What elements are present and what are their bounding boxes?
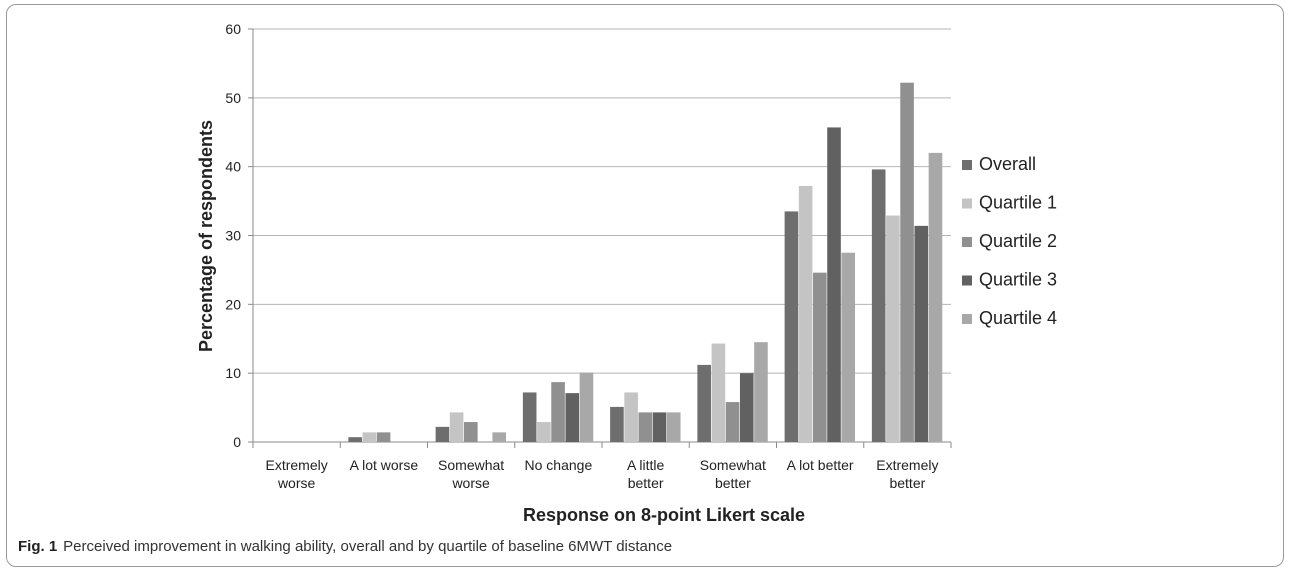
- y-tick-label: 40: [225, 159, 241, 175]
- legend-swatch: [962, 275, 972, 286]
- x-tick-label: better: [889, 475, 925, 491]
- bar: [565, 393, 580, 442]
- bar: [551, 382, 565, 442]
- bar: [435, 426, 450, 442]
- bar: [522, 392, 537, 442]
- tick-labels: 0 10 20 30 40 50 60 Extremely worse A lot worse So…: [225, 21, 938, 491]
- bar: [798, 185, 813, 442]
- bar: [813, 272, 827, 442]
- legend-label: Quartile 3: [979, 270, 1057, 290]
- bar: [376, 432, 391, 442]
- x-tick-label: A lot better: [787, 457, 854, 473]
- x-tick-label: Extremely: [266, 457, 328, 473]
- legend-label: Quartile 2: [979, 231, 1057, 251]
- bar: [624, 392, 638, 442]
- legend-label: Quartile 1: [979, 193, 1057, 213]
- y-tick-label: 60: [225, 21, 241, 37]
- bar: [362, 432, 377, 442]
- bar: [784, 211, 799, 442]
- bar: [841, 252, 856, 442]
- x-tick-label: Somewhat: [438, 457, 504, 473]
- x-tick-label: better: [715, 475, 751, 491]
- x-tick-label: Somewhat: [700, 457, 766, 473]
- bar: [827, 127, 841, 442]
- bar: [652, 412, 667, 442]
- bar: [610, 406, 624, 442]
- figure-caption: Fig. 1 Perceived improvement in walking a…: [18, 538, 672, 555]
- x-tick-label: better: [628, 475, 664, 491]
- y-tick-label: 50: [225, 90, 241, 106]
- y-tick-label: 20: [225, 296, 241, 312]
- bar: [492, 432, 507, 442]
- bar: [638, 412, 653, 442]
- figure-label: Fig. 1: [18, 538, 58, 555]
- legend-swatch: [962, 237, 972, 247]
- bar: [348, 437, 362, 442]
- x-tick-label: A little: [627, 457, 665, 473]
- bar: [754, 342, 768, 442]
- legend-swatch: [962, 160, 972, 170]
- bar-chart: 0 10 20 30 40 50 60 Extremely worse A lot worse So…: [196, 21, 1057, 525]
- bar: [464, 422, 478, 442]
- legend-swatch: [962, 314, 972, 324]
- bar: [871, 169, 886, 443]
- bar: [697, 364, 711, 442]
- y-axis-title: Percentage of respondents: [196, 120, 216, 352]
- legend-label: Overall: [979, 154, 1036, 174]
- legend: Overall Quartile 1 Quartile 2 Quartile 3 Qua…: [962, 154, 1057, 328]
- legend-swatch: [962, 198, 972, 209]
- y-tick-label: 10: [225, 365, 241, 381]
- bar: [928, 152, 943, 442]
- x-axis-title: Response on 8-point Likert scale: [523, 505, 805, 525]
- bar: [449, 412, 464, 442]
- bar: [739, 373, 754, 442]
- bar: [579, 372, 594, 442]
- bar: [537, 422, 551, 442]
- figure-caption-text: Perceived improvement in walking ability…: [63, 538, 673, 555]
- x-tick-label: worse: [451, 475, 490, 491]
- y-tick-label: 30: [225, 228, 241, 244]
- bar: [725, 402, 740, 442]
- bar: [666, 412, 681, 442]
- x-tick-label: Extremely: [876, 457, 938, 473]
- y-tick-label: 0: [233, 434, 241, 450]
- bar: [711, 343, 726, 442]
- legend-label: Quartile 4: [979, 308, 1057, 328]
- x-tick-label: A lot worse: [350, 457, 419, 473]
- bar: [886, 215, 900, 442]
- x-tick-label: No change: [525, 457, 593, 473]
- bar: [900, 82, 914, 442]
- bar: [914, 225, 929, 442]
- x-tick-label: worse: [277, 475, 316, 491]
- figure-frame: [6, 4, 1284, 567]
- bars: [348, 82, 943, 443]
